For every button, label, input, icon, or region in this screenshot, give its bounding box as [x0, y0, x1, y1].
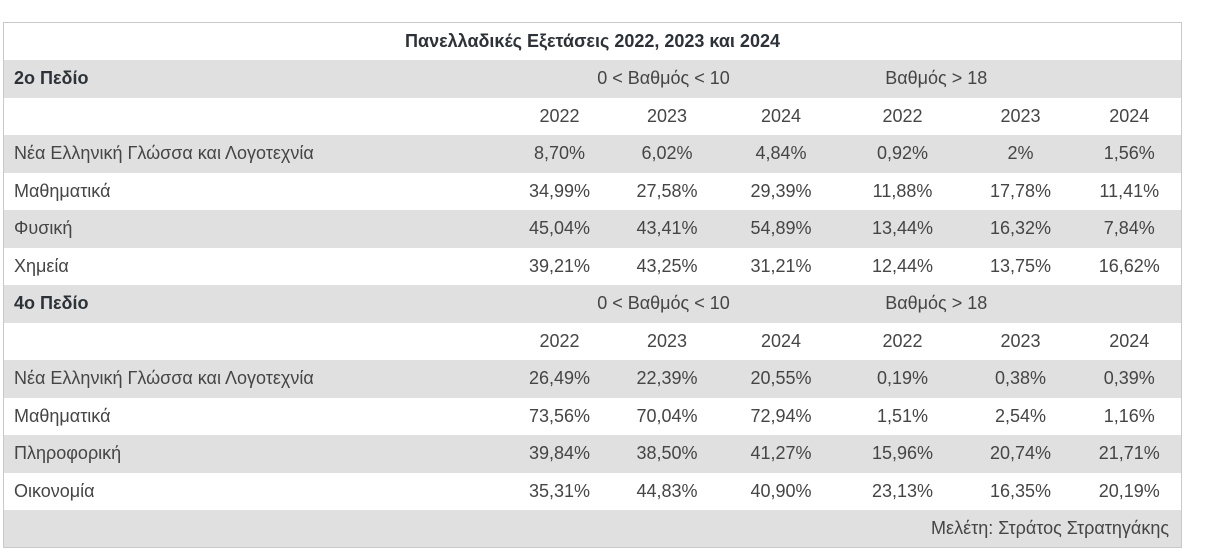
table-row: Χημεία 39,21% 43,25% 31,21% 12,44% 13,75% 16,6…: [4, 248, 1182, 286]
year-header: 2024: [1077, 97, 1182, 135]
section-header-row: 4ο Πεδίο 0 < Βαθμός < 10 Βαθμός > 18: [3, 285, 1182, 323]
value-cell: 54,89%: [720, 210, 842, 248]
value-cell: 16,62%: [1098, 255, 1160, 276]
table-row: Μαθηματικά 73,56% 70,04% 72,94% 1,51% 2,54% 1,…: [4, 398, 1182, 436]
value-cell: 21,71%: [1077, 435, 1182, 473]
group-header-high-range: Βαθμός > 18: [841, 60, 1182, 98]
value-cell: 20,19%: [1098, 480, 1160, 501]
subject-cell: Φυσική: [3, 210, 506, 248]
subject-cell: Χημεία: [14, 255, 69, 276]
value-cell: 45,04%: [505, 210, 614, 248]
value-cell: 16,32%: [963, 210, 1078, 248]
year-header: 2024: [1077, 322, 1182, 360]
value-cell: 23,13%: [871, 480, 934, 501]
value-cell: 31,21%: [750, 255, 812, 276]
years-header-row: 2022 2023 2024 2022 2023 2024: [3, 97, 1182, 135]
value-cell: 1,56%: [1077, 135, 1182, 173]
value-cell: 27,58%: [636, 180, 698, 201]
value-cell: 12,44%: [871, 255, 934, 276]
value-cell: 4,84%: [720, 135, 842, 173]
value-cell: 7,84%: [1077, 210, 1182, 248]
group-header-high-range: Βαθμός > 18: [841, 285, 1182, 323]
title-row: Πανελλαδικές Εξετάσεις 2022, 2023 και 20…: [3, 22, 1182, 60]
value-cell: 8,70%: [505, 135, 614, 173]
year-header: 2023: [963, 97, 1078, 135]
value-cell: 0,92%: [841, 135, 964, 173]
value-cell: 29,39%: [750, 180, 812, 201]
footer-credit: Μελέτη: Στράτος Στρατηγάκης: [3, 510, 1182, 548]
group-header-low-range: 0 < Βαθμός < 10: [505, 285, 842, 323]
value-cell: 6,02%: [613, 135, 721, 173]
value-cell: 39,84%: [505, 435, 614, 473]
value-cell: 16,35%: [989, 480, 1052, 501]
year-header: 2022: [505, 97, 614, 135]
years-header-row: 2022 2023 2024 2022 2023 2024: [3, 322, 1182, 360]
value-cell: 11,88%: [872, 180, 933, 201]
subject-cell: Οικονομία: [14, 480, 95, 501]
year-header: 2023: [613, 97, 721, 135]
table-row: Φυσική 45,04% 43,41% 54,89% 13,44% 16,32% 7,84…: [3, 210, 1182, 248]
subject-cell: Μαθηματικά: [14, 405, 111, 426]
section-label: 2ο Πεδίο: [3, 60, 506, 98]
value-cell: 34,99%: [528, 180, 591, 201]
subject-cell: Μαθηματικά: [14, 180, 111, 201]
value-cell: 20,55%: [720, 360, 842, 398]
year-header: 2024: [720, 322, 842, 360]
table-body: 2ο Πεδίο 0 < Βαθμός < 10 Βαθμός > 18 2022 20…: [3, 60, 1182, 511]
section-header-row: 2ο Πεδίο 0 < Βαθμός < 10 Βαθμός > 18: [3, 60, 1182, 98]
value-cell: 38,50%: [613, 435, 721, 473]
exam-results-panel: Πανελλαδικές Εξετάσεις 2022, 2023 και 20…: [3, 22, 1183, 548]
value-cell: 17,78%: [989, 180, 1052, 201]
value-cell: 39,21%: [528, 255, 591, 276]
value-cell: 44,83%: [636, 480, 698, 501]
value-cell: 15,96%: [841, 435, 964, 473]
value-cell: 13,44%: [841, 210, 964, 248]
subject-cell: Νέα Ελληνική Γλώσσα και Λογοτεχνία: [3, 135, 506, 173]
table-row: Νέα Ελληνική Γλώσσα και Λογοτεχνία 26,49%…: [3, 360, 1182, 398]
year-header: 2024: [720, 97, 842, 135]
value-cell: 1,16%: [1103, 405, 1155, 426]
value-cell: 0,19%: [841, 360, 964, 398]
table-row: Νέα Ελληνική Γλώσσα και Λογοτεχνία 8,70% 6…: [3, 135, 1182, 173]
year-header: 2022: [841, 97, 964, 135]
table-row: Οικονομία 35,31% 44,83% 40,90% 23,13% 16,35% 2…: [4, 473, 1182, 511]
year-header: 2022: [505, 322, 614, 360]
value-cell: 1,51%: [876, 405, 929, 426]
table-title: Πανελλαδικές Εξετάσεις 2022, 2023 και 20…: [3, 22, 1182, 60]
value-cell: 11,41%: [1099, 180, 1160, 201]
value-cell: 70,04%: [636, 405, 698, 426]
value-cell: 40,90%: [750, 480, 812, 501]
group-header-low-range: 0 < Βαθμός < 10: [505, 60, 842, 98]
value-cell: 2%: [963, 135, 1078, 173]
value-cell: 0,39%: [1077, 360, 1182, 398]
value-cell: 41,27%: [720, 435, 842, 473]
footer-row: Μελέτη: Στράτος Στρατηγάκης: [3, 510, 1182, 548]
subject-cell: Νέα Ελληνική Γλώσσα και Λογοτεχνία: [3, 360, 506, 398]
value-cell: 73,56%: [528, 405, 591, 426]
value-cell: 43,25%: [636, 255, 698, 276]
year-header: 2023: [613, 322, 721, 360]
year-header: 2023: [963, 322, 1078, 360]
value-cell: 20,74%: [963, 435, 1078, 473]
value-cell: 43,41%: [613, 210, 721, 248]
value-cell: 13,75%: [989, 255, 1052, 276]
value-cell: 22,39%: [613, 360, 721, 398]
empty-corner-cell: [3, 322, 506, 360]
section-label: 4ο Πεδίο: [3, 285, 506, 323]
exam-results-table: Πανελλαδικές Εξετάσεις 2022, 2023 και 20…: [3, 22, 1183, 548]
empty-corner-cell: [3, 97, 506, 135]
subject-cell: Πληροφορική: [3, 435, 506, 473]
table-row: Μαθηματικά 34,99% 27,58% 29,39% 11,88% 17,78%…: [4, 173, 1182, 211]
value-cell: 0,38%: [963, 360, 1078, 398]
value-cell: 2,54%: [994, 405, 1047, 426]
value-cell: 26,49%: [505, 360, 614, 398]
value-cell: 35,31%: [528, 480, 591, 501]
value-cell: 72,94%: [750, 405, 812, 426]
table-row: Πληροφορική 39,84% 38,50% 41,27% 15,96% 20,74…: [3, 435, 1182, 473]
year-header: 2022: [841, 322, 964, 360]
